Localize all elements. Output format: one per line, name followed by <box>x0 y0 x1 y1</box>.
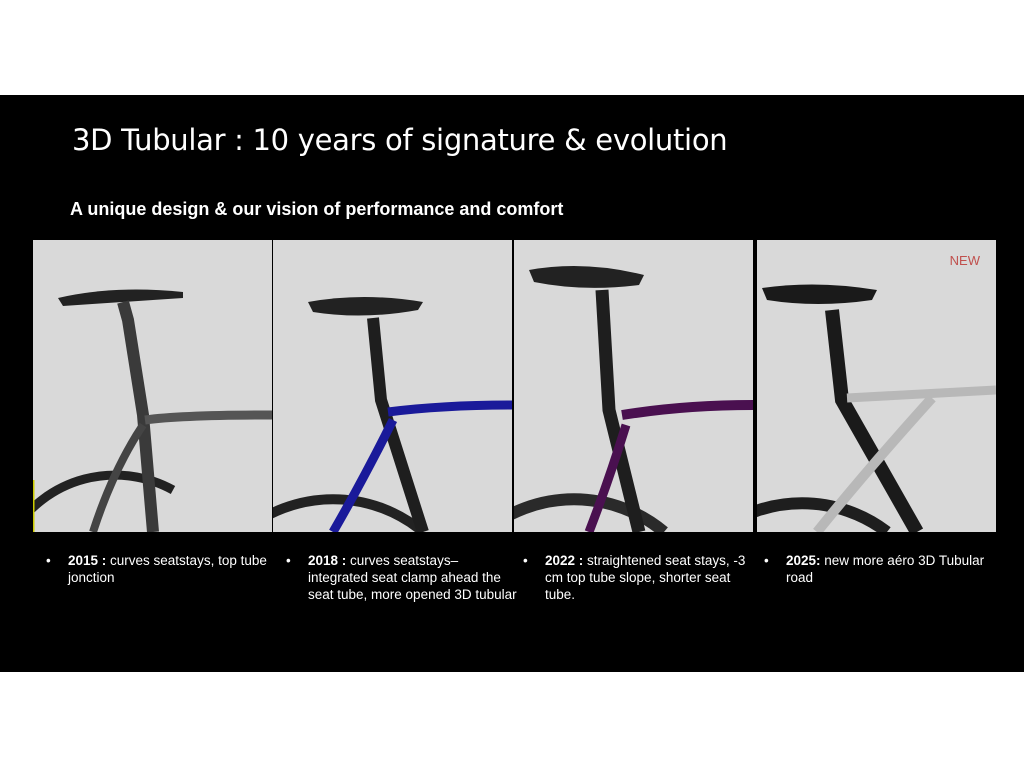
caption-text: curves seatstays– integrated seat clamp … <box>308 553 517 602</box>
caption-2018: • 2018 : curves seatstays– integrated sea… <box>286 553 517 602</box>
caption-year: 2015 : <box>68 553 107 568</box>
caption-2025: • 2025: new more aéro 3D Tubular road <box>764 553 985 585</box>
slide-title: 3D Tubular : 10 years of signature & evo… <box>72 123 728 157</box>
bike-photo-2018 <box>273 240 512 532</box>
new-badge: NEW <box>949 253 980 268</box>
caption-year: 2018 : <box>308 553 347 568</box>
caption-2015: • 2015 : curves seatstays, top tube jonct… <box>46 553 267 585</box>
caption-text: straightened seat stays, -3 cm top tube … <box>545 553 746 602</box>
bike-photo-2025: NEW <box>757 240 996 532</box>
bike-photo-2022 <box>514 240 753 532</box>
caption-2022: • 2022 : straightened seat stays, -3 cm t… <box>523 553 746 602</box>
caption-year: 2022 : <box>545 553 584 568</box>
caption-text: new more aéro 3D Tubular road <box>786 553 985 585</box>
caption-year: 2025: <box>786 553 821 568</box>
bike-photo-2015 <box>33 240 272 532</box>
slide: 3D Tubular : 10 years of signature & evo… <box>0 95 1024 672</box>
slide-subtitle: A unique design & our vision of performa… <box>70 199 564 219</box>
caption-text: curves seatstays, top tube jonction <box>68 553 267 585</box>
